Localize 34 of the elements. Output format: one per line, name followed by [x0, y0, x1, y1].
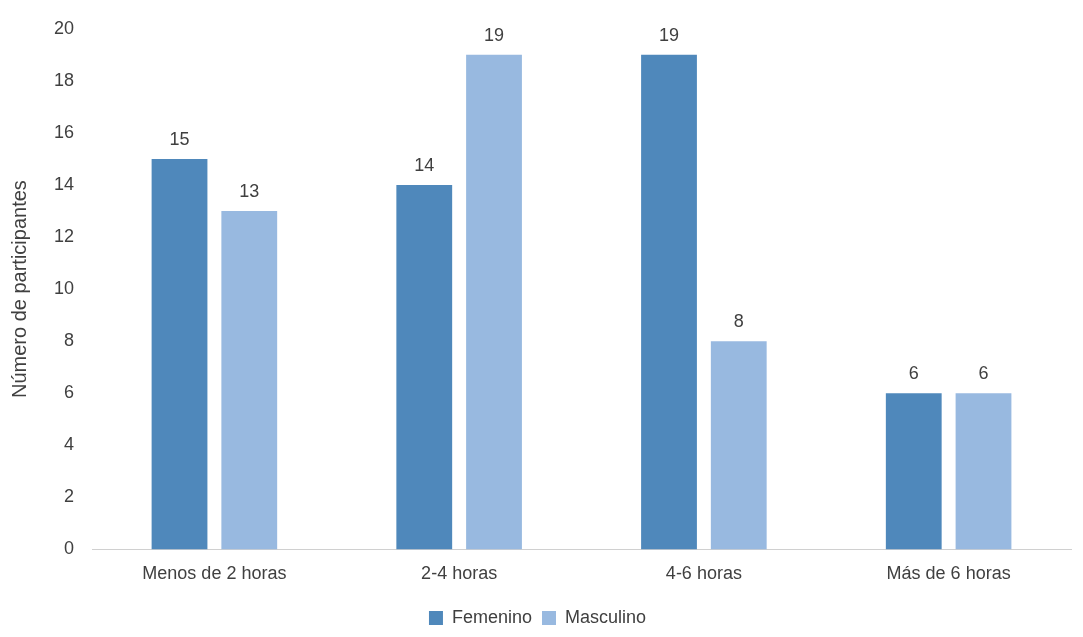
data-label: 15: [169, 128, 190, 149]
y-tick-label: 20: [53, 17, 75, 38]
y-tick-label: 10: [53, 278, 75, 299]
y-tick-label: 6: [64, 382, 75, 403]
x-tick-label: Más de 6 horas: [886, 563, 1011, 584]
legend-label: Masculino: [565, 606, 647, 627]
bar: [885, 393, 942, 550]
y-tick-label: 8: [64, 330, 75, 351]
y-tick-label: 18: [53, 69, 75, 90]
bar: [641, 54, 697, 550]
y-tick-label: 12: [53, 226, 75, 247]
bar: [710, 341, 767, 550]
y-tick-label: 16: [53, 121, 75, 142]
bar: [396, 184, 453, 550]
y-axis-title: Número de participantes: [7, 180, 30, 399]
data-label: 6: [908, 363, 919, 384]
y-tick-label: 4: [64, 434, 75, 455]
data-label: 19: [484, 24, 505, 45]
data-label: 8: [733, 311, 744, 332]
data-label: 6: [978, 363, 989, 384]
data-label: 19: [658, 24, 680, 45]
y-tick-label: 2: [64, 486, 75, 507]
data-label: 14: [414, 154, 435, 175]
x-tick-label: Menos de 2 horas: [142, 563, 287, 584]
x-tick-label: 4-6 horas: [665, 563, 742, 584]
bar: [221, 211, 278, 550]
bar: [151, 158, 208, 550]
bar: [955, 393, 1012, 550]
data-label: 13: [239, 180, 260, 201]
bar: [466, 54, 522, 550]
y-tick-label: 14: [53, 173, 75, 194]
x-tick-label: 2-4 horas: [421, 563, 498, 584]
legend-label: Femenino: [451, 606, 533, 627]
y-tick-label: 0: [64, 538, 75, 559]
